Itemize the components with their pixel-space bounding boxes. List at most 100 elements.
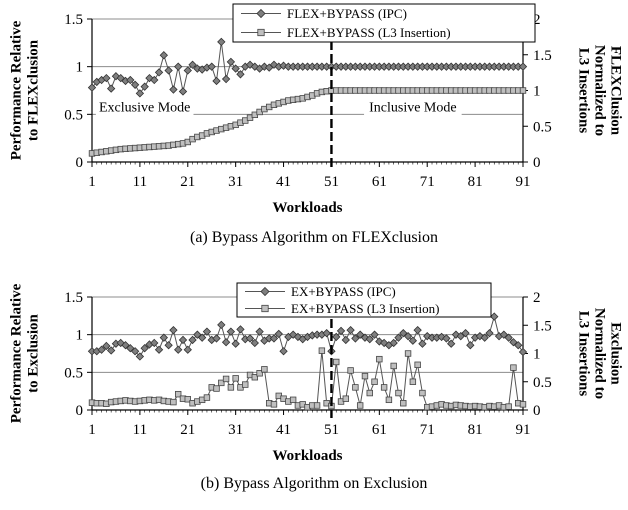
data-point [288,330,298,339]
data-point [121,341,130,350]
data-point [227,384,235,391]
data-point [145,73,154,83]
y-left-tick-label: 1 [76,328,84,344]
legend-entry: EX+BYPASS (IPC) [291,284,396,299]
data-point [169,325,178,335]
data-point [509,338,518,347]
data-point [270,401,278,408]
data-point [178,335,188,345]
data-point [255,327,264,336]
data-point [87,83,97,92]
data-point [231,64,240,73]
data-point [365,335,374,344]
data-point [385,396,393,404]
x-tick-label: 91 [516,174,531,190]
data-point [102,73,111,83]
x-tick-label: 61 [372,174,387,190]
data-point [279,61,288,70]
data-point [207,62,216,71]
data-point [245,334,255,343]
data-point [403,332,413,341]
data-point [106,346,116,355]
data-point [140,82,149,91]
data-point [389,338,398,348]
legend-a: FLEX+BYPASS (IPC) FLEX+BYPASS (L3 Inserti… [232,3,536,43]
data-point [269,334,279,343]
data-point [231,339,240,348]
x-tick-label: 91 [516,422,531,438]
data-point [490,312,499,321]
data-point [451,330,461,339]
y-left-tick-label: 1 [76,60,84,76]
data-point [226,327,236,336]
data-point [480,333,489,342]
data-point [212,334,221,343]
figure-caption: (b) Bypass Algorithm on Exclusion [201,475,428,492]
data-point [519,87,527,94]
data-point [150,338,159,348]
legend-entry: FLEX+BYPASS (L3 Insertion) [287,25,451,40]
data-point [150,75,159,85]
data-point [140,344,149,353]
data-point [242,381,249,388]
x-tick-label: 81 [468,174,483,190]
data-point [356,402,364,409]
x-axis-title: Workloads [272,448,342,464]
data-point [510,364,517,371]
data-point [347,367,354,374]
x-tick-label: 41 [276,174,291,190]
data-point [236,70,245,79]
data-point [222,375,230,383]
data-point [466,341,475,350]
x-tick-label: 51 [324,174,339,190]
data-point [418,339,427,348]
data-point [370,330,379,339]
data-point [375,337,384,346]
data-point [341,335,350,345]
data-point [333,358,340,366]
x-tick-label: 11 [133,174,147,190]
y-right-tick-label: 0.5 [533,375,552,391]
y-right-tick-label: 1.5 [533,318,552,334]
data-point [313,402,321,409]
y-left-tick-label: 1.5 [64,12,83,28]
data-point [221,74,231,84]
data-point [164,66,173,75]
legend-box [236,282,492,318]
chart-panel-a: 00.511.500.511.521 11 21 31 41 51 61 71 81 91Work… [8,3,624,246]
data-point [274,329,283,339]
x-tick-label: 21 [180,174,195,190]
data-point [250,338,259,348]
data-point [188,335,197,345]
data-point [197,333,207,342]
data-point [251,374,259,381]
data-point [126,344,135,353]
data-point [213,385,220,392]
data-point [135,352,145,361]
x-tick-label: 71 [420,422,435,438]
y-right-tick-label: 2 [533,290,541,306]
data-point [260,62,269,71]
data-point [217,37,226,47]
data-point [456,332,465,341]
legend-marker [260,286,270,297]
data-point [154,68,164,77]
data-point [519,401,527,408]
y-right-axis-title: Normalized to [592,45,608,136]
x-tick-label: 31 [228,422,243,438]
data-point [289,396,297,404]
y-right-tick-label: 0 [533,155,541,171]
data-point [256,370,263,377]
y-left-axis-title: to Exclusion [25,313,41,392]
data-point [514,341,523,350]
mode-label-bg [95,98,194,117]
x-tick-label: 1 [88,422,96,438]
data-point [178,87,188,96]
data-point [261,366,268,373]
y-left-tick-label: 0 [76,155,84,171]
data-point [293,332,303,342]
data-point [102,341,111,351]
x-tick-label: 71 [420,174,435,190]
data-point [518,347,528,357]
y-right-tick-label: 1 [533,84,541,100]
